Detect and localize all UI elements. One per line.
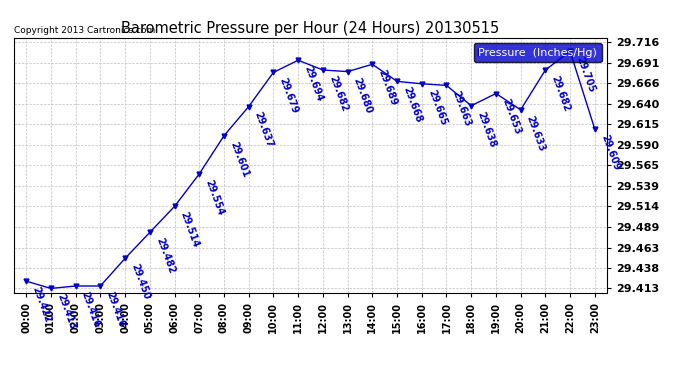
Text: 29.653: 29.653 (500, 98, 522, 136)
Text: 29.638: 29.638 (475, 110, 497, 148)
Text: 29.416: 29.416 (104, 290, 127, 329)
Title: Barometric Pressure per Hour (24 Hours) 20130515: Barometric Pressure per Hour (24 Hours) … (121, 21, 500, 36)
Text: 29.694: 29.694 (302, 64, 324, 103)
Text: 29.680: 29.680 (352, 76, 374, 114)
Text: 29.682: 29.682 (549, 74, 572, 113)
Text: 29.482: 29.482 (154, 237, 176, 275)
Text: 29.554: 29.554 (204, 178, 226, 217)
Text: 29.665: 29.665 (426, 88, 448, 127)
Legend: Pressure  (Inches/Hg): Pressure (Inches/Hg) (474, 43, 602, 62)
Text: 29.416: 29.416 (80, 290, 102, 329)
Text: 29.450: 29.450 (129, 262, 151, 301)
Text: 29.663: 29.663 (451, 90, 473, 128)
Text: 29.601: 29.601 (228, 140, 250, 178)
Text: 29.668: 29.668 (401, 86, 424, 124)
Text: 29.422: 29.422 (30, 285, 52, 324)
Text: 29.705: 29.705 (574, 56, 596, 94)
Text: 29.682: 29.682 (327, 74, 349, 113)
Text: 29.609: 29.609 (599, 134, 621, 172)
Text: 29.637: 29.637 (253, 111, 275, 149)
Text: 29.514: 29.514 (179, 211, 201, 249)
Text: 29.413: 29.413 (55, 292, 77, 331)
Text: 29.633: 29.633 (525, 114, 547, 153)
Text: 29.689: 29.689 (377, 69, 399, 107)
Text: 29.679: 29.679 (277, 76, 299, 115)
Text: Copyright 2013 Cartronics.com: Copyright 2013 Cartronics.com (14, 26, 155, 35)
